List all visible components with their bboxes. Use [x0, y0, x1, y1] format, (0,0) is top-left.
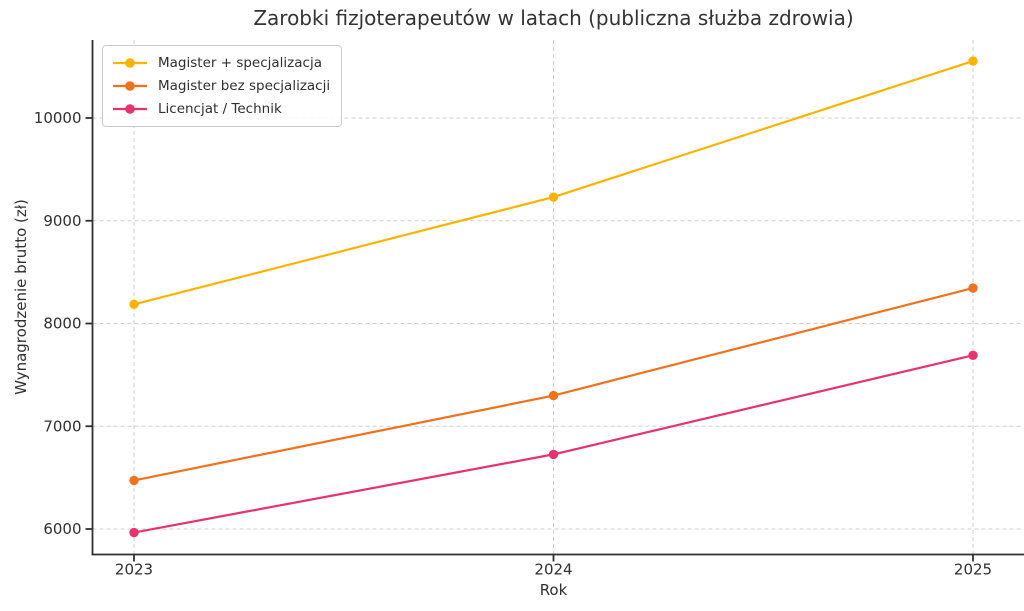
- data-point: [548, 192, 559, 202]
- legend-line-marker-icon: [113, 104, 147, 114]
- legend-label: Licencjat / Technik: [158, 101, 282, 117]
- x-axis-label: Rok: [539, 581, 568, 599]
- legend-item: Magister bez specjalizacji: [111, 75, 330, 97]
- legend-item: Licencjat / Technik: [111, 98, 330, 120]
- y-axis-label: Wynagrodzenie brutto (zł): [12, 199, 30, 395]
- y-tick-label: 8000: [43, 315, 81, 333]
- y-tick-label: 9000: [43, 212, 81, 230]
- legend-label: Magister bez specjalizacji: [158, 78, 331, 94]
- legend: Magister + specjalizacja Magister bez spe…: [102, 45, 343, 127]
- data-point: [129, 299, 139, 310]
- x-tick-label: 2025: [954, 561, 992, 579]
- data-point: [129, 527, 139, 538]
- data-point: [548, 390, 559, 401]
- legend-line-marker-icon: [113, 81, 147, 91]
- data-point: [968, 283, 978, 293]
- data-point: [968, 350, 978, 360]
- x-tick-label: 2024: [534, 561, 572, 579]
- x-tick-label: 2023: [115, 561, 153, 579]
- y-tick-label: 7000: [43, 417, 81, 435]
- chart-title: Zarobki fizjoterapeutów w latach (public…: [253, 6, 854, 30]
- data-point: [129, 475, 139, 486]
- legend-line-marker-icon: [113, 58, 147, 68]
- legend-item: Magister + specjalizacja: [111, 52, 330, 74]
- legend-label: Magister + specjalizacja: [158, 55, 322, 71]
- y-tick-label: 6000: [43, 520, 81, 538]
- data-point: [548, 449, 559, 460]
- data-point: [968, 56, 978, 66]
- y-tick-label: 10000: [34, 109, 82, 127]
